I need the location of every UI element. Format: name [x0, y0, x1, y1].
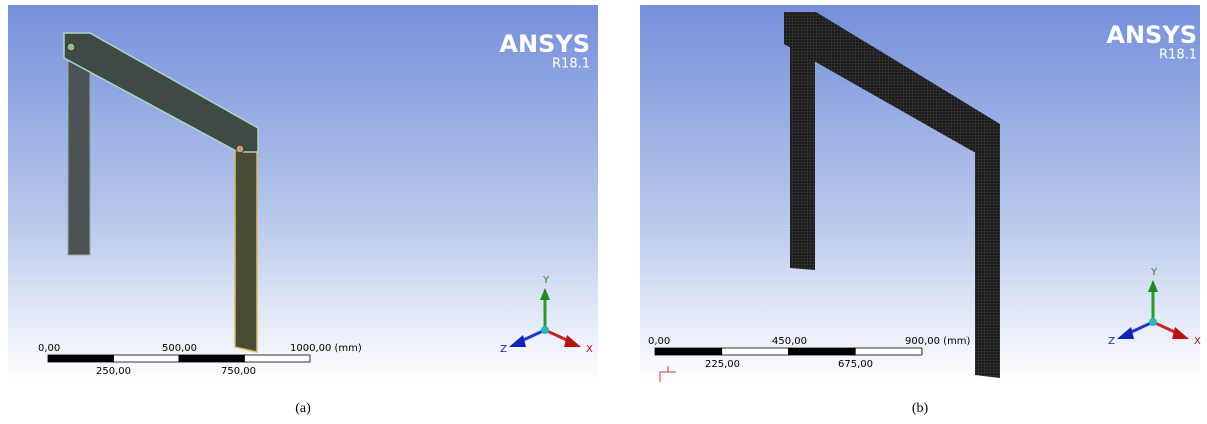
axis-label-x: X — [1194, 336, 1201, 347]
scale-segment — [48, 355, 114, 362]
scale-label: 450,00 — [772, 336, 807, 347]
caption: (a) — [295, 401, 311, 416]
scale-label: 500,00 — [162, 343, 197, 354]
scale-label: 250,00 — [96, 366, 131, 377]
version: R18.1 — [1159, 48, 1197, 63]
right-column — [235, 142, 257, 352]
right-column-mesh — [975, 128, 1000, 378]
axis-label-z: Z — [500, 344, 507, 355]
pin — [236, 145, 244, 153]
logo: ANSYS — [1106, 21, 1197, 49]
axis-label-x: X — [586, 344, 593, 355]
scale-segment — [855, 348, 922, 355]
axis-label-z: Z — [1108, 336, 1115, 347]
scale-label: 0,00 — [38, 343, 60, 354]
scale-segment — [655, 348, 722, 355]
axis-label-y: Y — [542, 275, 550, 286]
figure: ANSYSR18.10,00500,001000,00 (mm)250,0075… — [0, 0, 1207, 420]
axis-label-y: Y — [1150, 267, 1158, 278]
scale-label: 1000,00 (mm) — [290, 343, 362, 354]
triad-origin — [541, 326, 549, 334]
viewport — [640, 5, 1200, 383]
caption: (b) — [912, 401, 929, 416]
scale-segment — [789, 348, 856, 355]
scale-label: 675,00 — [838, 359, 873, 370]
pin — [67, 43, 75, 51]
scale-segment — [179, 355, 245, 362]
scale-label: 225,00 — [705, 359, 740, 370]
version: R18.1 — [552, 57, 590, 72]
page: ANSYSR18.10,00500,001000,00 (mm)250,0075… — [0, 0, 1207, 420]
scale-label: 750,00 — [221, 366, 256, 377]
scale-label: 900,00 (mm) — [905, 336, 971, 347]
scale-segment — [114, 355, 180, 362]
scale-segment — [722, 348, 789, 355]
triad-origin — [1149, 318, 1157, 326]
scale-segment — [245, 355, 311, 362]
logo: ANSYS — [499, 30, 590, 58]
left-column — [68, 55, 90, 255]
scale-label: 0,00 — [648, 336, 670, 347]
